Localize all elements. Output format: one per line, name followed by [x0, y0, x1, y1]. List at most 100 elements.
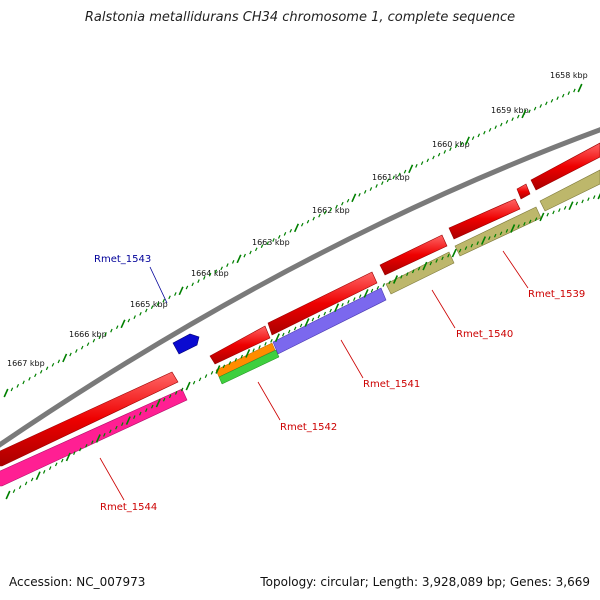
outer-ruler-tick	[75, 349, 78, 353]
cds-rmet-1544[interactable]	[0, 371, 179, 467]
inner-ruler-tick	[91, 440, 94, 445]
feature-rmet-1543[interactable]	[172, 333, 200, 355]
gene-label-rmet-1539[interactable]: Rmet_1539	[528, 289, 585, 300]
outer-ruler-tick	[231, 260, 235, 264]
inner-ruler-tick	[311, 317, 315, 322]
olive-rmet-1540[interactable]	[385, 251, 455, 295]
outer-ruler-tick	[420, 161, 424, 165]
outer-ruler-tick	[220, 266, 223, 271]
olive-right-edge[interactable]	[539, 169, 600, 212]
inner-ruler-tick	[358, 294, 362, 299]
cds-rmet-1542[interactable]	[209, 325, 271, 365]
outer-ruler-tick	[567, 91, 571, 95]
inner-ruler-tick	[382, 283, 386, 287]
kbp-label-1665: 1665 kbp	[130, 300, 168, 309]
outer-ruler-tick	[3, 388, 9, 398]
callout-line-1544	[99, 457, 125, 501]
outer-ruler-tick	[556, 96, 559, 101]
outer-ruler-tick	[236, 254, 242, 264]
outer-ruler-tick	[432, 155, 435, 160]
inner-ruler-tick	[245, 349, 251, 358]
cds-right-edge[interactable]	[530, 142, 600, 191]
outer-ruler-tick	[203, 276, 206, 280]
inner-ruler-tick	[115, 425, 118, 430]
gene-label-rmet-1543[interactable]: Rmet_1543	[94, 254, 151, 265]
cds-rmet-1541[interactable]	[267, 271, 378, 336]
inner-ruler-tick	[458, 248, 462, 253]
green-rmet-1542[interactable]	[218, 349, 280, 385]
kbp-label-1661: 1661 kbp	[372, 173, 410, 182]
inner-ruler-tick	[528, 219, 532, 224]
inner-ruler-tick	[488, 236, 491, 240]
outer-ruler-tick	[162, 298, 166, 303]
outer-ruler-tick	[449, 147, 452, 151]
outer-ruler-tick	[226, 263, 229, 267]
inner-ruler-tick	[464, 246, 468, 250]
outer-ruler-tick	[80, 345, 84, 350]
outer-ruler-tick	[318, 213, 321, 218]
inner-ruler-tick	[411, 269, 415, 274]
inner-ruler-tick	[162, 397, 166, 402]
gene-rmet-1544[interactable]	[0, 388, 188, 487]
outer-ruler-tick	[533, 106, 537, 111]
inner-ruler-tick	[597, 193, 600, 200]
inner-ruler-tick	[264, 342, 267, 346]
outer-ruler-tick	[511, 117, 514, 122]
cds-rmet-1539[interactable]	[448, 198, 521, 240]
inner-ruler-tick	[85, 443, 88, 448]
outer-ruler-tick	[133, 315, 136, 319]
outer-ruler-tick	[312, 216, 315, 221]
inner-ruler-tick	[517, 224, 520, 229]
blast-rmet-1541[interactable]	[272, 287, 387, 355]
outer-ruler-tick	[408, 164, 414, 174]
cds-rmet-1540[interactable]	[379, 234, 448, 276]
inner-ruler-tick	[441, 256, 444, 261]
outer-ruler-tick	[494, 125, 497, 130]
inner-ruler-tick	[317, 314, 321, 319]
gene-label-rmet-1540[interactable]: Rmet_1540	[456, 329, 513, 340]
inner-ruler-tick	[400, 274, 403, 279]
outer-ruler-tick	[34, 373, 37, 378]
outer-ruler-tick	[208, 272, 212, 277]
inner-ruler-tick	[353, 297, 356, 301]
cds-small-fragment[interactable]	[516, 183, 531, 200]
inner-ruler-tick	[323, 311, 327, 316]
inner-ruler-tick	[470, 243, 474, 248]
outer-ruler-tick	[573, 88, 576, 93]
inner-ruler-tick	[563, 206, 567, 210]
outer-ruler	[3, 83, 583, 398]
inner-ruler-tick	[234, 357, 238, 362]
outer-ruler-tick	[500, 122, 503, 127]
orange-rmet-1542[interactable]	[215, 342, 276, 378]
outer-ruler-tick	[300, 222, 304, 227]
inner-ruler-tick	[145, 408, 148, 412]
outer-ruler-tick	[528, 109, 531, 114]
inner-ruler-tick	[587, 197, 590, 202]
inner-ruler-tick	[18, 485, 22, 490]
sequence-summary: Topology: circular; Length: 3,928,089 bp…	[260, 575, 590, 589]
inner-ruler-tick	[552, 210, 555, 215]
outer-ruler-tick	[174, 292, 177, 296]
outer-ruler-tick	[214, 269, 218, 274]
feature-track	[0, 142, 600, 487]
inner-ruler-tick	[392, 275, 399, 284]
outer-ruler-tick	[168, 295, 171, 300]
outer-ruler-tick	[454, 144, 458, 149]
outer-ruler-tick	[415, 164, 418, 168]
gene-label-rmet-1542[interactable]: Rmet_1542	[280, 422, 337, 433]
inner-ruler-tick	[329, 308, 332, 313]
outer-ruler-tick	[539, 104, 543, 108]
outer-ruler-tick	[293, 223, 300, 233]
outer-ruler-tick	[39, 369, 43, 374]
inner-ruler-tick	[510, 224, 516, 233]
inner-ruler-tick	[103, 433, 106, 437]
outer-ruler-tick	[550, 98, 554, 103]
inner-ruler-tick	[65, 452, 71, 462]
inner-ruler-tick	[299, 323, 303, 328]
gene-label-rmet-1544[interactable]: Rmet_1544	[100, 502, 157, 513]
outer-ruler-tick	[86, 342, 90, 347]
outer-ruler-tick	[398, 172, 401, 177]
outer-ruler-tick	[375, 184, 378, 188]
gene-label-rmet-1541[interactable]: Rmet_1541	[363, 379, 420, 390]
